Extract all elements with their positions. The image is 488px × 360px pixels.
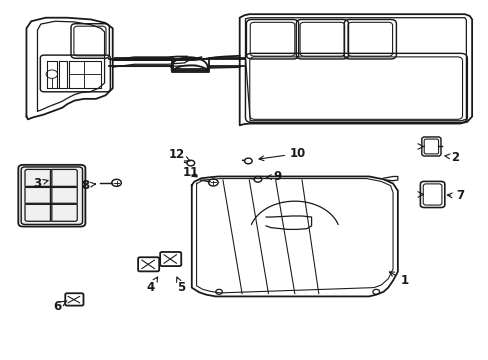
Text: 3: 3	[33, 177, 48, 190]
Text: 11: 11	[183, 166, 199, 179]
Text: 10: 10	[259, 147, 305, 161]
Text: 9: 9	[266, 170, 281, 183]
Text: 5: 5	[176, 277, 185, 294]
Text: 2: 2	[444, 150, 459, 163]
Text: 1: 1	[388, 272, 408, 287]
Text: 4: 4	[146, 277, 157, 294]
Text: 7: 7	[447, 189, 463, 202]
Text: 8: 8	[81, 179, 95, 192]
Text: 12: 12	[168, 148, 190, 161]
Text: 6: 6	[53, 300, 67, 313]
FancyBboxPatch shape	[18, 165, 85, 226]
